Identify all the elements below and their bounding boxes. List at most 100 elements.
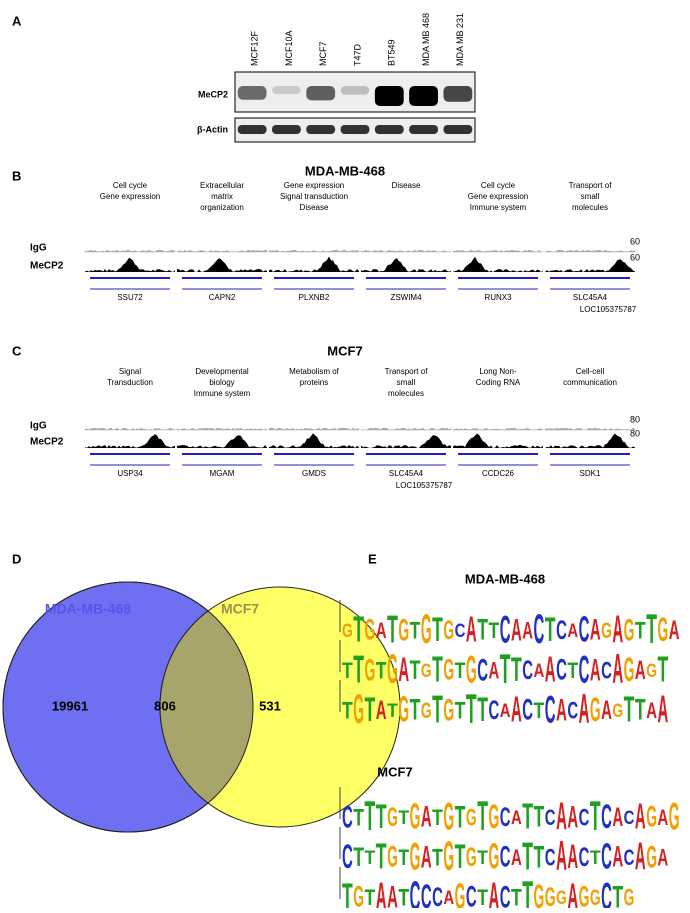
igg-track (176, 427, 268, 431)
motif-letter: A (534, 660, 545, 682)
motif-letter: G (590, 885, 601, 908)
igg-track (360, 249, 452, 253)
motif-letter: A (421, 801, 432, 834)
pathway: Cell cycle (481, 181, 516, 190)
motif-letter: T (432, 843, 443, 871)
motif-letter: A (612, 803, 623, 833)
motif-letter: G (387, 645, 398, 692)
motif-letter: G (488, 797, 499, 835)
motif-letter: G (646, 660, 657, 682)
motif-letter: T (432, 689, 443, 732)
pathway: communication (563, 378, 617, 387)
motif-letter: T (522, 797, 533, 837)
motif-letter: T (455, 799, 466, 835)
motif-letter: T (522, 872, 533, 908)
gene-name: SLC45A4 (389, 469, 424, 478)
band (374, 86, 404, 106)
motif-letter: T (477, 792, 488, 839)
motif-letter: C (579, 649, 590, 692)
motif-letter: A (511, 690, 522, 730)
motif-letter: C (579, 610, 590, 650)
motif-letter: G (443, 796, 454, 839)
pathway: Developmental (195, 367, 249, 376)
lane-label: MCF12F (250, 30, 260, 66)
motif-letter: A (601, 696, 612, 726)
motif-letter: G (353, 881, 364, 908)
motif-letter: G (443, 654, 454, 687)
motif-letter: T (365, 792, 376, 839)
mecp2-track (361, 435, 451, 448)
motif-letter: C (466, 881, 477, 908)
motif-letter: A (466, 610, 477, 650)
motif-letter: C (500, 803, 511, 833)
count: 806 (154, 698, 176, 713)
lane-label: MCF10A (284, 30, 294, 66)
track-label: MeCP2 (30, 437, 64, 448)
motif-letter: G (601, 618, 612, 643)
track-scale: 80 (630, 414, 640, 424)
motif-letter: A (669, 616, 680, 646)
igg-track (360, 427, 452, 431)
motif-letter: T (657, 650, 668, 690)
motif-letter: A (590, 614, 601, 647)
pathway: proteins (300, 378, 328, 387)
motif-letter: G (556, 887, 567, 908)
mecp2-track (177, 435, 267, 448)
motif-letter: T (376, 837, 387, 877)
motif-letter: G (669, 796, 680, 839)
motif-letter: T (511, 883, 522, 908)
motif-letter: T (477, 690, 488, 728)
motif-letter: G (387, 803, 398, 833)
motif-letter: G (410, 836, 421, 879)
motif-letter: G (545, 883, 556, 908)
motif-letter: A (657, 805, 668, 830)
igg-track (176, 249, 268, 253)
motif-letter: T (342, 696, 353, 724)
pathway: Coding RNA (476, 378, 521, 387)
pathway: Signal transduction (280, 192, 348, 201)
band (237, 86, 267, 100)
motif-letter: T (635, 616, 646, 644)
motif-letter: A (488, 656, 499, 684)
motif-letter: G (579, 881, 590, 908)
motif-letter: G (466, 843, 477, 873)
motif-letter: T (353, 803, 364, 831)
motif-letter: T (410, 694, 421, 727)
motif-letter: T (410, 656, 421, 686)
motif-letter: C (534, 605, 545, 652)
pathway: Transport of (569, 181, 613, 190)
motif-letter: T (511, 650, 522, 688)
gene-name: CCDC26 (482, 469, 515, 478)
band (340, 125, 370, 134)
panel-label: E (368, 551, 377, 566)
motif-letter: G (624, 612, 635, 648)
motif-letter: C (500, 879, 511, 908)
pathway: Immune system (194, 389, 251, 398)
motif-letter: T (545, 610, 556, 648)
motif-letter: C (545, 805, 556, 830)
motif-letter: G (624, 650, 635, 688)
motif-letter: T (635, 694, 646, 727)
gene-name: CAPN2 (209, 293, 236, 302)
motif-letter: G (488, 837, 499, 877)
count: 19961 (52, 698, 88, 713)
motif-letter: T (488, 618, 499, 643)
motif-letter: G (365, 652, 376, 688)
motif-letter: C (488, 696, 499, 726)
motif-letter: A (567, 620, 578, 642)
motif-letter: A (579, 685, 590, 732)
motif-letter: A (376, 876, 387, 908)
gene-name: LOC105375787 (396, 481, 453, 490)
motif-letter: A (511, 807, 522, 829)
motif-letter: A (511, 612, 522, 648)
motif-letter: T (398, 845, 409, 870)
motif-letter: T (477, 614, 488, 647)
band (237, 125, 267, 134)
motif-letter: C (556, 616, 567, 646)
motif-letter: A (387, 879, 398, 908)
motif-letter: A (635, 797, 646, 837)
motif-letter: A (488, 876, 499, 908)
panel-label: D (12, 551, 21, 566)
motif-letter: A (556, 692, 567, 728)
